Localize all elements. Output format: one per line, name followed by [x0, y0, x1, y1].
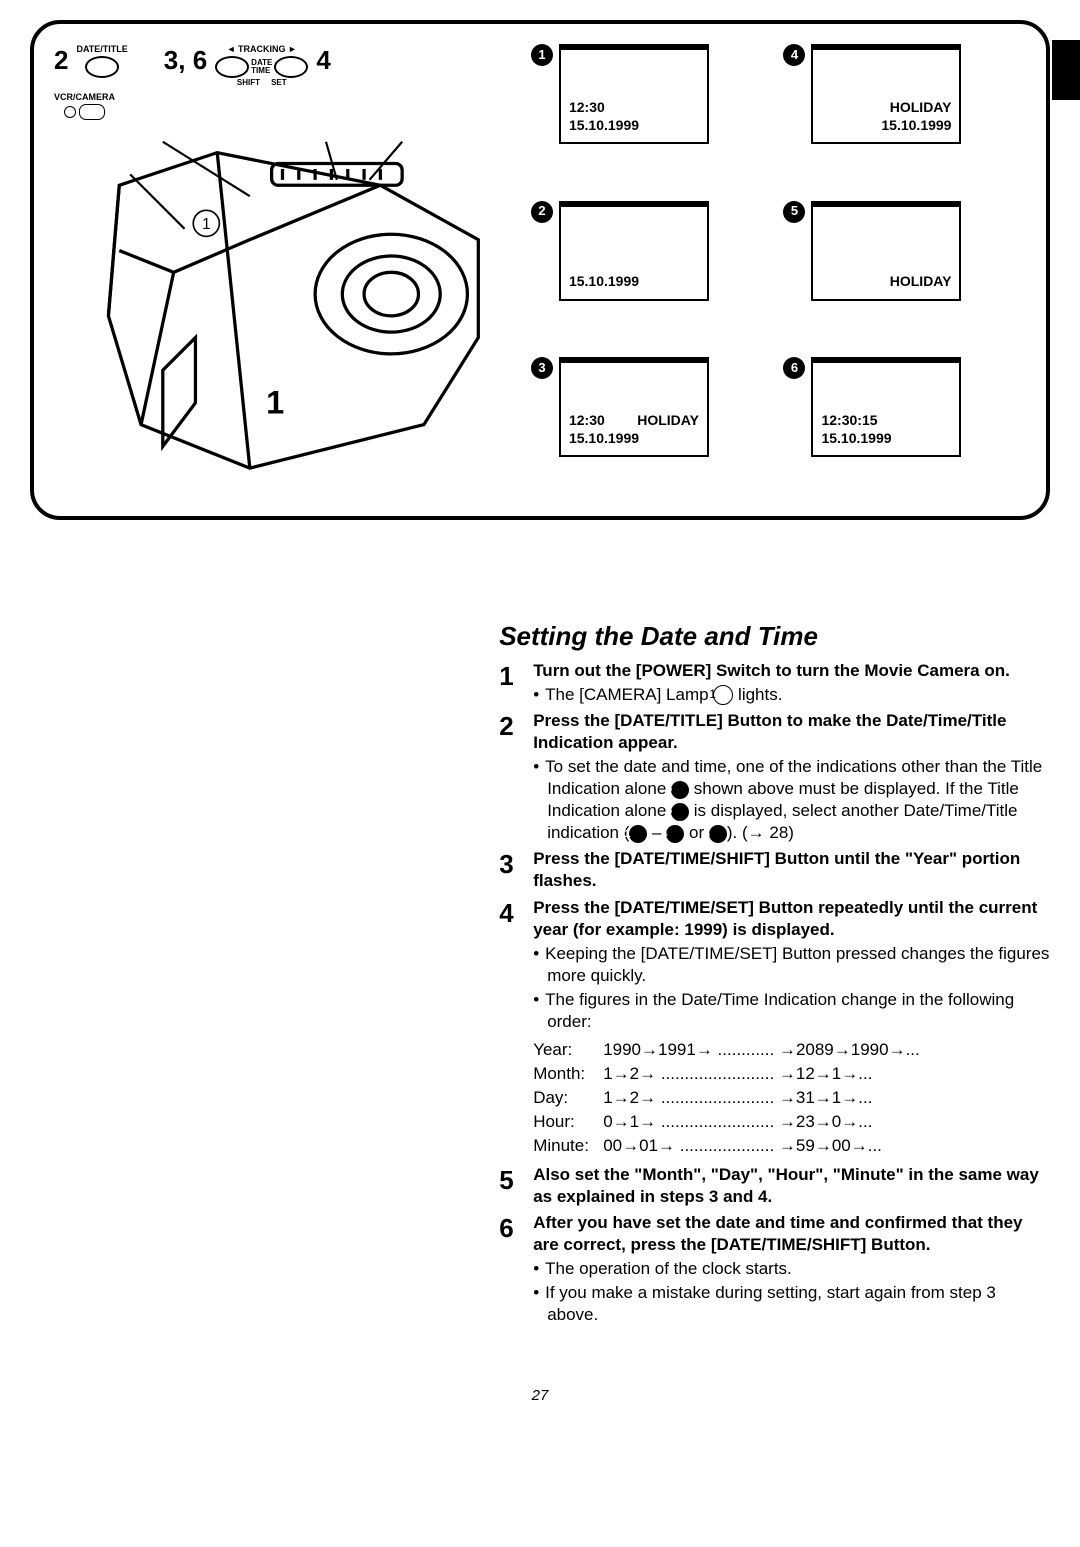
step-bullet: The [CAMERA] Lamp 1 lights. [533, 684, 1050, 706]
camera-diagram: 2 DATE/TITLE 3, 6 ◄ TRACKING ► DATETIME … [54, 44, 511, 496]
lcd-box: HOLIDAY [811, 201, 961, 301]
label-vcr-camera: VCR/CAMERA [54, 92, 115, 104]
step-5: 5 Also set the "Month", "Day", "Hour", "… [499, 1164, 1050, 1208]
lcd-box: 12:30 15.10.1999 [559, 44, 709, 144]
seq-values: 00→01→ .................... →59→00→... [603, 1135, 882, 1157]
label-3-6: 3, 6 [164, 44, 207, 78]
screen-2: 2 15.10.1999 [531, 201, 774, 340]
oval-button-icon [274, 56, 308, 78]
circled-4-icon: 4 [783, 44, 805, 66]
sequence-row: Minute:00→01→ .................... →59→0… [533, 1135, 1050, 1157]
lcd-box: 12:30:15 15.10.1999 [811, 357, 961, 457]
screen-5: 5 HOLIDAY [783, 201, 1026, 340]
top-figure: 2 DATE/TITLE 3, 6 ◄ TRACKING ► DATETIME … [30, 20, 1050, 520]
seq-label: Day: [533, 1087, 603, 1109]
circled-3-icon: 3 [531, 357, 553, 379]
section-title: Setting the Date and Time [499, 620, 1050, 654]
svg-text:1: 1 [202, 216, 210, 233]
step-bullet: The operation of the clock starts. [533, 1258, 1050, 1280]
label-2: 2 [54, 44, 68, 78]
camcorder-icon: 1 1 [54, 120, 511, 490]
seq-values: 1990→1991→ ............ →2089→1990→... [603, 1039, 920, 1061]
step-3: 3 Press the [DATE/TIME/SHIFT] Button unt… [499, 848, 1050, 892]
step-bullet: Keeping the [DATE/TIME/SET] Button press… [533, 943, 1050, 987]
step-1: 1 Turn out the [POWER] Switch to turn th… [499, 660, 1050, 706]
lcd-text: 12:30 [569, 98, 605, 116]
seq-values: 1→2→ ........................ →31→1→... [603, 1087, 872, 1109]
step-number: 6 [499, 1212, 533, 1326]
instructions: Setting the Date and Time 1 Turn out the… [499, 620, 1050, 1326]
step-number: 1 [499, 660, 533, 706]
seq-label: Hour: [533, 1111, 603, 1133]
lcd-text: 12:30:15 [821, 411, 877, 429]
circled-2-icon: 2 [531, 201, 553, 223]
lcd-text: 12:30 [569, 411, 605, 429]
seq-label: Month: [533, 1063, 603, 1085]
sequence-table: Year:1990→1991→ ............ →2089→1990→… [533, 1039, 1050, 1157]
step-4: 4 Press the [DATE/TIME/SET] Button repea… [499, 897, 1050, 1034]
seq-label: Year: [533, 1039, 603, 1061]
inline-circle-4-icon: 4 [666, 825, 684, 843]
step-heading: Press the [DATE/TIME/SHIFT] Button until… [533, 848, 1050, 892]
step-2: 2 Press the [DATE/TITLE] Button to make … [499, 710, 1050, 845]
led-icon [64, 106, 76, 118]
screen-1: 1 12:30 15.10.1999 [531, 44, 774, 183]
label-4: 4 [316, 44, 330, 78]
page-number: 27 [30, 1386, 1050, 1406]
label-datetime: DATETIME [251, 59, 272, 75]
screen-6: 6 12:30:15 15.10.1999 [783, 357, 1026, 496]
lcd-box: 12:30 HOLIDAY 15.10.1999 [559, 357, 709, 457]
step-number: 3 [499, 848, 533, 892]
screen-grid: 1 12:30 15.10.1999 4 HOLIDAY 15.10.1999 … [531, 44, 1026, 496]
sequence-row: Day:1→2→ ........................ →31→1→… [533, 1087, 1050, 1109]
step-bullet: If you make a mistake during setting, st… [533, 1282, 1050, 1326]
seq-values: 1→2→ ........................ →12→1→... [603, 1063, 872, 1085]
lcd-text: 15.10.1999 [569, 116, 639, 134]
screen-3: 3 12:30 HOLIDAY 15.10.1999 [531, 357, 774, 496]
inline-circle-1-icon: 1 [629, 825, 647, 843]
circled-5-icon: 5 [783, 201, 805, 223]
seq-values: 0→1→ ........................ →23→0→... [603, 1111, 872, 1133]
circled-6-icon: 6 [783, 357, 805, 379]
lcd-text: 15.10.1999 [569, 272, 639, 290]
svg-text:1: 1 [266, 384, 284, 421]
switch-icon [79, 104, 105, 120]
lcd-box: 15.10.1999 [559, 201, 709, 301]
inline-circle-5-icon: 5 [671, 781, 689, 799]
step-number: 5 [499, 1164, 533, 1208]
inline-circle-6-icon: 6 [709, 825, 727, 843]
step-bullet: The figures in the Date/Time Indication … [533, 989, 1050, 1033]
step-heading: Press the [DATE/TITLE] Button to make th… [533, 710, 1050, 754]
step-heading: After you have set the date and time and… [533, 1212, 1050, 1256]
screen-4: 4 HOLIDAY 15.10.1999 [783, 44, 1026, 183]
label-tracking: ◄ TRACKING ► [227, 44, 297, 56]
circled-1-icon: 1 [531, 44, 553, 66]
step-number: 4 [499, 897, 533, 1034]
step-heading: Also set the "Month", "Day", "Hour", "Mi… [533, 1164, 1050, 1208]
label-date-title: DATE/TITLE [76, 44, 127, 56]
inline-circle-5-icon: 5 [671, 803, 689, 821]
step-number: 2 [499, 710, 533, 845]
page-tab [1052, 40, 1080, 100]
sequence-row: Month:1→2→ ........................ →12→… [533, 1063, 1050, 1085]
lcd-text: HOLIDAY [637, 411, 699, 429]
lcd-text: 15.10.1999 [821, 429, 891, 447]
label-shift-set: SHIFT SET [237, 78, 287, 88]
lcd-text: HOLIDAY [890, 272, 952, 290]
lcd-text: HOLIDAY [890, 98, 952, 116]
step-6: 6 After you have set the date and time a… [499, 1212, 1050, 1326]
lcd-text: 15.10.1999 [881, 116, 951, 134]
oval-button-icon [215, 56, 249, 78]
sequence-row: Hour:0→1→ ........................ →23→0… [533, 1111, 1050, 1133]
step-bullet: To set the date and time, one of the ind… [533, 756, 1050, 844]
lcd-box: HOLIDAY 15.10.1999 [811, 44, 961, 144]
seq-label: Minute: [533, 1135, 603, 1157]
step-heading: Press the [DATE/TIME/SET] Button repeate… [533, 897, 1050, 941]
lcd-text: 15.10.1999 [569, 429, 639, 447]
oval-button-icon [85, 56, 119, 78]
step-heading: Turn out the [POWER] Switch to turn the … [533, 660, 1050, 682]
sequence-row: Year:1990→1991→ ............ →2089→1990→… [533, 1039, 1050, 1061]
circled-open-1-icon: 1 [713, 685, 733, 705]
